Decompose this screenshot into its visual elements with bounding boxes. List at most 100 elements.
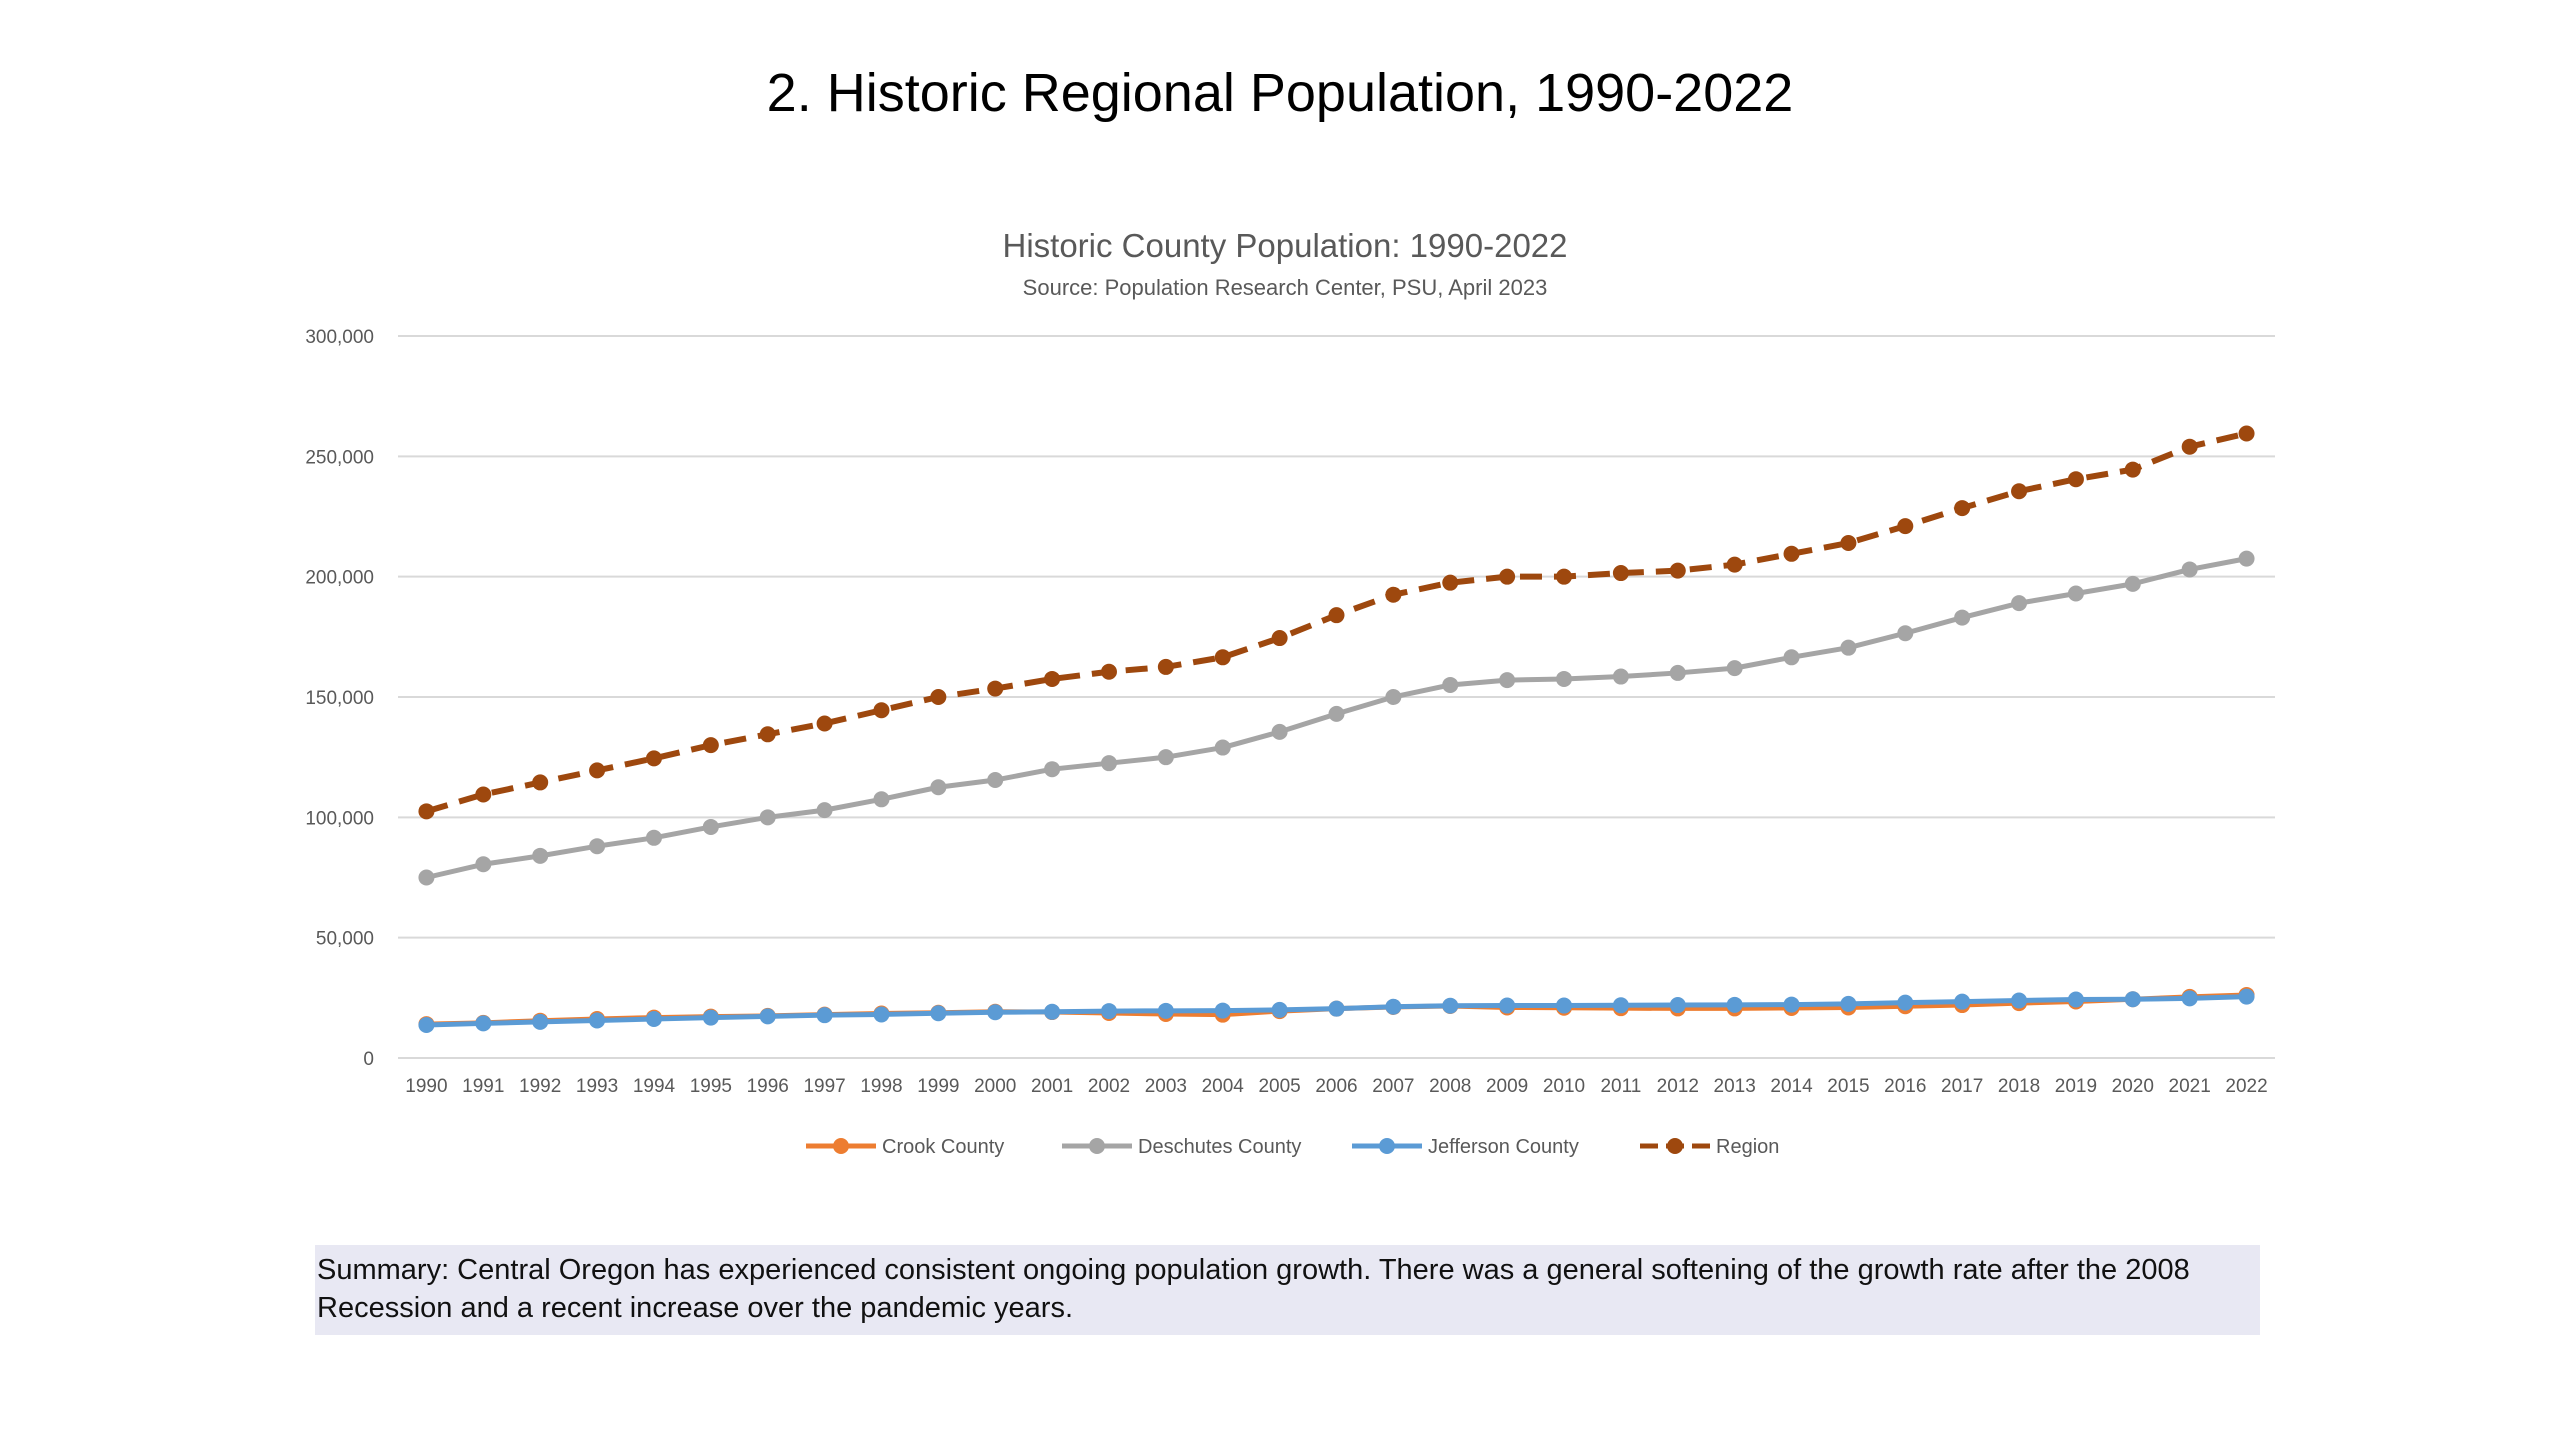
x-axis: 1990 1991 1992 1993 1994 1995 1996 1997 1998 1999… bbox=[405, 1076, 2267, 1097]
region-point bbox=[1612, 565, 1629, 582]
deschutes-county-point bbox=[1214, 739, 1231, 756]
region-point bbox=[1726, 556, 1743, 573]
deschutes-county-point bbox=[816, 802, 833, 819]
deschutes-county-point bbox=[1840, 639, 1857, 656]
legend-item-deschutes-county: Deschutes County bbox=[1062, 1136, 1301, 1158]
deschutes-county-point bbox=[1612, 668, 1629, 685]
region-point bbox=[2238, 425, 2255, 442]
y-tick-label: 200,000 bbox=[305, 568, 374, 589]
deschutes-county-point bbox=[1669, 664, 1686, 681]
deschutes-county-point bbox=[1783, 649, 1800, 666]
region-point bbox=[702, 737, 719, 754]
deschutes-county-point bbox=[2124, 575, 2141, 592]
chart-title: Historic County Population: 1990-2022 bbox=[1002, 227, 1567, 264]
deschutes-county-point bbox=[1499, 672, 1516, 689]
region-point bbox=[816, 715, 833, 732]
deschutes-county-point bbox=[1157, 749, 1174, 766]
x-tick-label: 2000 bbox=[974, 1076, 1016, 1097]
legend-item-jefferson-county: Jefferson County bbox=[1352, 1136, 1579, 1158]
deschutes-county-point bbox=[1044, 761, 1061, 778]
jefferson-county-point bbox=[1897, 994, 1914, 1011]
jefferson-county-point bbox=[987, 1004, 1004, 1021]
x-tick-label: 2007 bbox=[1372, 1076, 1414, 1097]
legend-swatch-marker bbox=[1667, 1138, 1683, 1154]
jefferson-county-point bbox=[1157, 1002, 1174, 1019]
jefferson-county-point bbox=[1556, 997, 1573, 1014]
deschutes-county-point bbox=[475, 856, 492, 873]
y-tick-label: 150,000 bbox=[305, 688, 374, 709]
deschutes-county-point bbox=[1726, 660, 1743, 677]
jefferson-county-point bbox=[2067, 991, 2084, 1008]
x-tick-label: 1991 bbox=[462, 1076, 504, 1097]
deschutes-county-point bbox=[1897, 625, 1914, 642]
x-tick-label: 1997 bbox=[803, 1076, 845, 1097]
jefferson-county-point bbox=[1442, 997, 1459, 1014]
jefferson-county-point bbox=[702, 1009, 719, 1026]
summary-text: Summary: Central Oregon has experienced … bbox=[317, 1254, 2190, 1324]
jefferson-county-point bbox=[930, 1005, 947, 1022]
y-tick-label: 100,000 bbox=[305, 808, 374, 829]
x-tick-label: 1993 bbox=[576, 1076, 618, 1097]
x-tick-label: 2015 bbox=[1827, 1076, 1869, 1097]
x-tick-label: 2021 bbox=[2169, 1076, 2211, 1097]
series-lines bbox=[418, 425, 2255, 1034]
region-point bbox=[2067, 471, 2084, 488]
deschutes-county-point bbox=[759, 809, 776, 826]
deschutes-county-point bbox=[589, 838, 606, 855]
y-tick-label: 300,000 bbox=[305, 327, 374, 348]
deschutes-county-point bbox=[2067, 585, 2084, 602]
region-point bbox=[1385, 586, 1402, 603]
jefferson-county-point bbox=[418, 1017, 435, 1034]
region-point bbox=[475, 786, 492, 803]
region-point bbox=[1669, 562, 1686, 579]
x-tick-label: 2003 bbox=[1145, 1076, 1187, 1097]
x-tick-label: 2009 bbox=[1486, 1076, 1528, 1097]
region-point bbox=[1840, 534, 1857, 551]
jefferson-county-point bbox=[2124, 991, 2141, 1008]
deschutes-county-point bbox=[1556, 670, 1573, 687]
region-point bbox=[1897, 518, 1914, 535]
legend-label: Crook County bbox=[882, 1136, 1004, 1158]
jefferson-county-point bbox=[1271, 1001, 1288, 1018]
jefferson-county-point bbox=[759, 1008, 776, 1025]
deschutes-county-point bbox=[1954, 609, 1971, 626]
jefferson-county-point bbox=[2011, 992, 2028, 1009]
x-tick-label: 2016 bbox=[1884, 1076, 1926, 1097]
legend-swatch-marker bbox=[1379, 1138, 1395, 1154]
legend-item-region: Region bbox=[1640, 1136, 1779, 1158]
y-tick-label: 50,000 bbox=[316, 929, 374, 950]
x-tick-label: 2004 bbox=[1202, 1076, 1245, 1097]
region-point bbox=[532, 774, 549, 791]
series-jefferson-county bbox=[418, 988, 2255, 1034]
deschutes-county-point bbox=[645, 829, 662, 846]
x-tick-label: 2014 bbox=[1770, 1076, 1813, 1097]
y-tick-label: 250,000 bbox=[305, 447, 374, 468]
x-tick-label: 1990 bbox=[405, 1076, 447, 1097]
region-point bbox=[1214, 649, 1231, 666]
region-point bbox=[1556, 568, 1573, 585]
deschutes-county-point bbox=[2011, 595, 2028, 612]
deschutes-county-point bbox=[1328, 705, 1345, 722]
x-tick-label: 1996 bbox=[747, 1076, 789, 1097]
deschutes-county-point bbox=[1385, 689, 1402, 705]
jefferson-county-point bbox=[1669, 997, 1686, 1014]
region-point bbox=[930, 689, 947, 705]
region-point bbox=[418, 803, 435, 820]
jefferson-county-point bbox=[645, 1011, 662, 1028]
jefferson-county-point bbox=[1385, 998, 1402, 1015]
x-tick-label: 2012 bbox=[1657, 1076, 1699, 1097]
jefferson-county-point bbox=[1328, 1000, 1345, 1017]
legend: Crook County Deschutes County Jefferson Co… bbox=[806, 1136, 1779, 1158]
legend-swatch-marker bbox=[1089, 1138, 1105, 1154]
jefferson-county-point bbox=[873, 1006, 890, 1023]
region-point bbox=[645, 750, 662, 767]
deschutes-county-point bbox=[1100, 755, 1117, 772]
region-point bbox=[1271, 630, 1288, 647]
x-tick-label: 2022 bbox=[2225, 1076, 2267, 1097]
region-point bbox=[1442, 574, 1459, 591]
x-tick-label: 1999 bbox=[917, 1076, 959, 1097]
region-point bbox=[1783, 545, 1800, 562]
x-tick-label: 2001 bbox=[1031, 1076, 1073, 1097]
x-tick-label: 2002 bbox=[1088, 1076, 1130, 1097]
